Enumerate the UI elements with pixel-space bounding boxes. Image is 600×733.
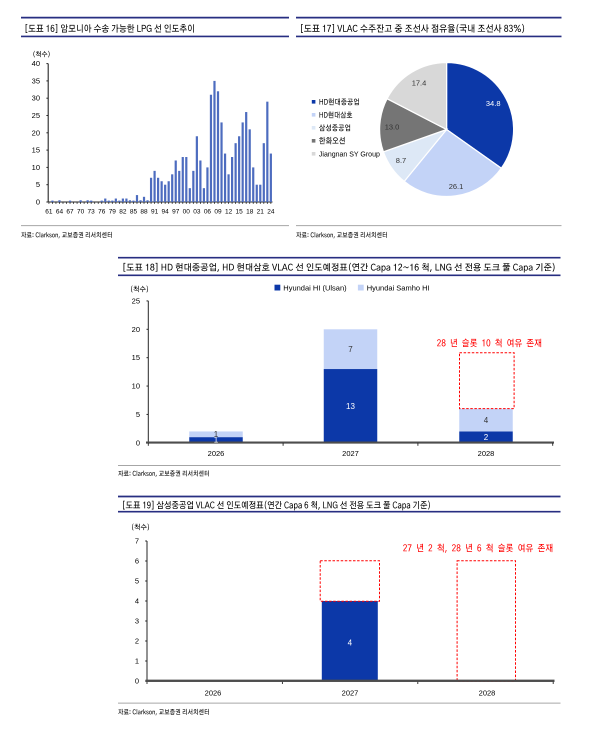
svg-text:0: 0 — [136, 438, 140, 447]
svg-text:40: 40 — [32, 59, 40, 68]
svg-text:21: 21 — [257, 209, 265, 216]
svg-text:1: 1 — [135, 657, 139, 666]
svg-text:30: 30 — [32, 94, 40, 103]
svg-text:67: 67 — [66, 209, 74, 216]
svg-text:15: 15 — [132, 353, 140, 362]
svg-text:Hyundai Samho HI: Hyundai Samho HI — [367, 283, 430, 292]
svg-text:7: 7 — [135, 537, 139, 546]
svg-text:25: 25 — [32, 111, 40, 120]
svg-text:03: 03 — [193, 209, 201, 216]
svg-text:2027: 2027 — [342, 689, 359, 698]
svg-text:4: 4 — [484, 416, 489, 425]
svg-text:7: 7 — [348, 345, 353, 354]
svg-text:85: 85 — [130, 209, 138, 216]
svg-text:73: 73 — [88, 209, 96, 216]
svg-text:94: 94 — [162, 209, 170, 216]
svg-text:3: 3 — [135, 617, 139, 626]
svg-text:2: 2 — [484, 433, 489, 442]
svg-text:12: 12 — [225, 209, 233, 216]
svg-text:15: 15 — [32, 146, 40, 155]
svg-text:5: 5 — [36, 180, 40, 189]
svg-text:2: 2 — [135, 637, 139, 646]
svg-text:2027: 2027 — [342, 449, 359, 458]
svg-text:5: 5 — [136, 410, 140, 419]
svg-text:10: 10 — [132, 382, 140, 391]
svg-text:88: 88 — [140, 209, 148, 216]
svg-text:4: 4 — [135, 597, 139, 606]
svg-text:Hyundai HI (Ulsan): Hyundai HI (Ulsan) — [283, 283, 347, 292]
svg-text:91: 91 — [151, 209, 159, 216]
svg-text:76: 76 — [98, 209, 106, 216]
svg-text:35: 35 — [32, 76, 40, 85]
svg-text:5: 5 — [135, 577, 139, 586]
svg-text:13.0: 13.0 — [385, 123, 400, 132]
svg-text:0: 0 — [135, 677, 139, 686]
svg-text:2026: 2026 — [205, 689, 222, 698]
svg-text:64: 64 — [56, 209, 64, 216]
svg-text:97: 97 — [172, 209, 180, 216]
svg-text:61: 61 — [45, 209, 53, 216]
svg-text:00: 00 — [183, 209, 191, 216]
svg-text:17.4: 17.4 — [412, 79, 427, 88]
svg-text:82: 82 — [119, 209, 127, 216]
svg-text:20: 20 — [32, 128, 40, 137]
svg-text:4: 4 — [348, 638, 353, 647]
svg-text:0: 0 — [36, 198, 40, 207]
svg-text:70: 70 — [77, 209, 85, 216]
svg-text:09: 09 — [214, 209, 222, 216]
svg-text:1: 1 — [214, 430, 219, 439]
svg-text:34.8: 34.8 — [486, 99, 501, 108]
svg-text:8.7: 8.7 — [396, 156, 406, 165]
svg-text:20: 20 — [132, 325, 140, 334]
svg-text:2028: 2028 — [479, 689, 496, 698]
svg-text:25: 25 — [132, 296, 140, 305]
svg-text:1: 1 — [214, 435, 219, 444]
svg-text:18: 18 — [246, 209, 254, 216]
svg-text:6: 6 — [135, 557, 139, 566]
svg-text:24: 24 — [267, 209, 275, 216]
svg-text:06: 06 — [204, 209, 212, 216]
svg-text:Jiangnan SY Group: Jiangnan SY Group — [319, 151, 380, 158]
svg-text:10: 10 — [32, 163, 40, 172]
svg-text:13: 13 — [346, 402, 355, 411]
svg-text:26.1: 26.1 — [449, 182, 464, 191]
svg-text:79: 79 — [109, 209, 117, 216]
svg-text:15: 15 — [236, 209, 244, 216]
svg-text:2028: 2028 — [478, 449, 495, 458]
svg-text:2026: 2026 — [208, 449, 225, 458]
